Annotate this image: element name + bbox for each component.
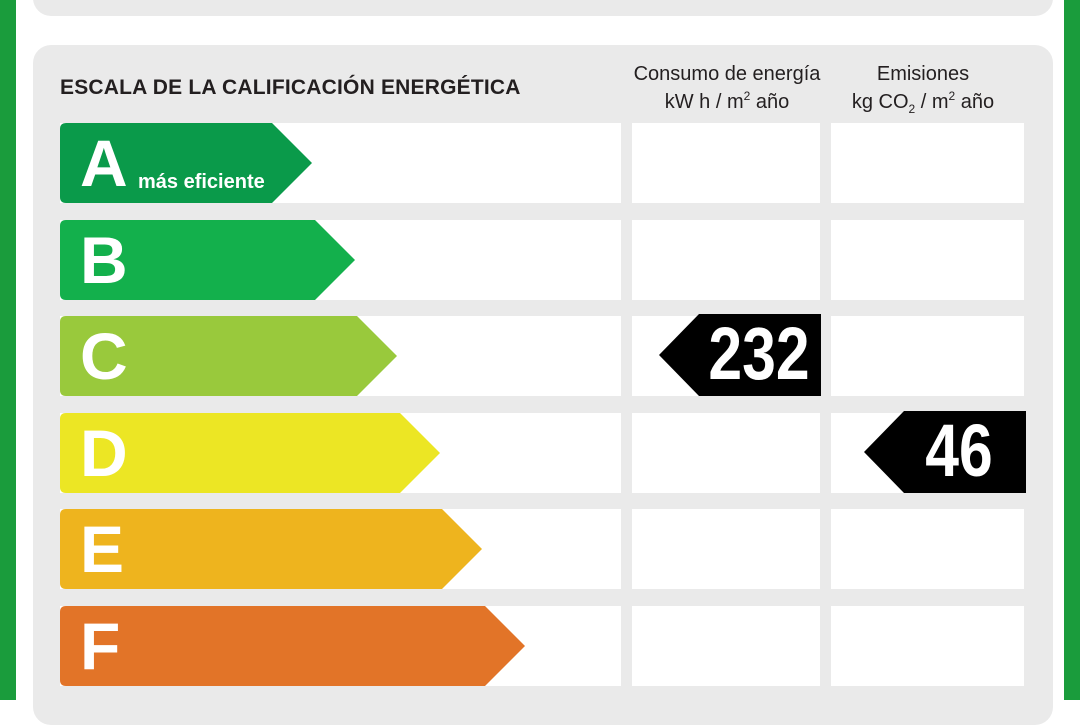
emisiones-cell [831,606,1024,686]
emisiones-cell [831,316,1024,396]
rating-bar-shape [60,123,312,203]
emisiones-cell [831,220,1024,300]
marker-arrow-shape [659,314,821,396]
rating-bar-d: D [60,413,440,493]
rating-bar-shape [60,509,482,589]
emisiones-cell [831,123,1024,203]
frame-right-border [1064,0,1080,700]
emisiones-unit: kg CO2 / m2 año [851,89,995,116]
rating-bar-shape [60,606,525,686]
consumo-unit: kW h / m2 año [664,89,790,113]
emisiones-title: Emisiones [876,63,970,85]
top-panel [33,0,1053,16]
rating-letter: E [80,512,125,586]
emisiones-rating-marker: 46 [864,411,1026,493]
column-header-emisiones: Emisiones kg CO2 / m2 año [828,60,1018,116]
consumo-cell [632,123,820,203]
consumo-cell [632,606,820,686]
rating-letter: D [80,416,128,490]
consumo-cell [632,413,820,493]
frame-left-border [0,0,16,700]
consumo-rating-marker: 232 [659,314,821,396]
rating-bar-f: F [60,606,525,686]
column-header-consumo: Consumo de energía kW h / m2 año [622,60,832,116]
consumo-cell [632,509,820,589]
emisiones-cell [831,509,1024,589]
scale-heading: ESCALA DE LA CALIFICACIÓN ENERGÉTICA [60,76,521,99]
rating-letter: B [80,223,128,297]
rating-bar-e: E [60,509,482,589]
consumo-cell [632,220,820,300]
rating-letter: F [80,609,121,683]
rating-bar-shape [60,413,440,493]
rating-letter: A [80,126,128,200]
rating-bar-c: C [60,316,397,396]
consumo-value: 232 [708,312,810,395]
emisiones-value: 46 [925,409,993,492]
rating-sublabel: más eficiente [138,171,265,193]
rating-bar-shape [60,220,355,300]
rating-bar-shape [60,316,397,396]
rating-letter: C [80,319,128,393]
consumo-title: Consumo de energía [633,63,821,85]
marker-arrow-shape [864,411,1026,493]
rating-bar-b: B [60,220,355,300]
